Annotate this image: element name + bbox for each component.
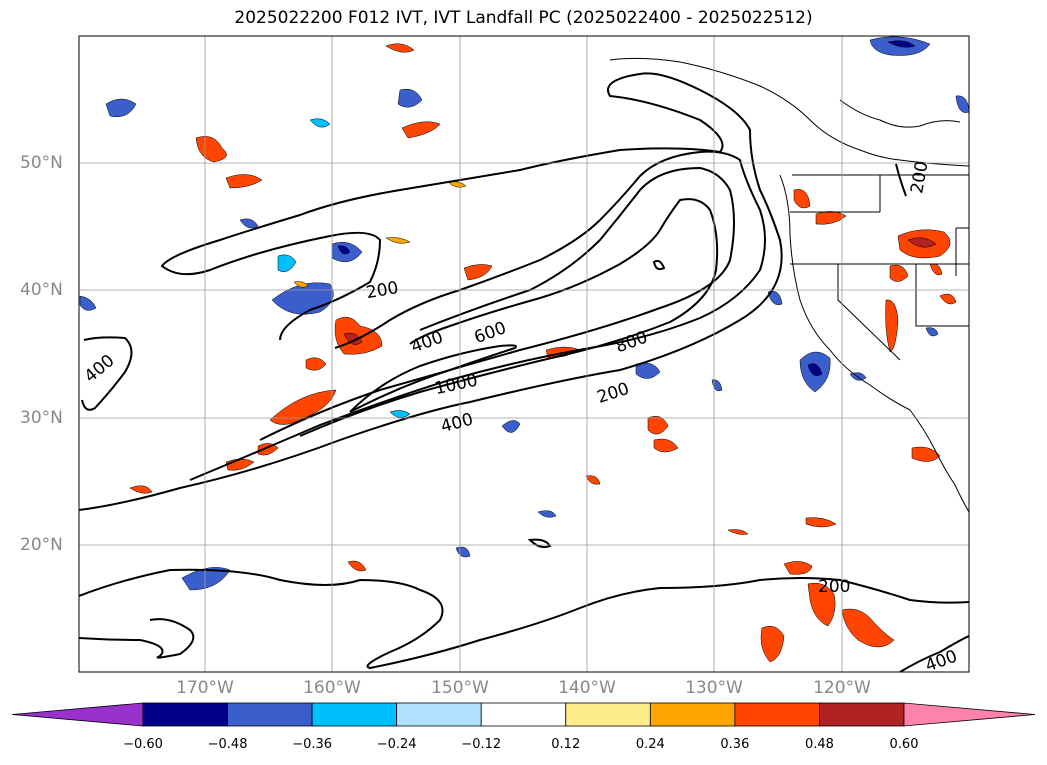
contour-label: 800 — [613, 327, 650, 357]
lon-label-140w: 140°W — [558, 678, 616, 698]
colorbar-bin — [734, 702, 820, 727]
colorbar-extend-low — [11, 702, 144, 727]
colorbar — [11, 702, 1036, 727]
colorbar-bin — [227, 702, 313, 727]
colorbar-bin — [480, 702, 567, 727]
colorbar-tick-label: 0.48 — [804, 737, 834, 752]
lon-label-130w: 130°W — [685, 678, 743, 698]
map-frame — [78, 35, 970, 673]
contour-label: 400 — [81, 351, 119, 387]
colorbar-tick-label: −0.60 — [123, 737, 163, 752]
lat-label-30n: 30°N — [20, 408, 63, 428]
contour-misc-1 — [652, 259, 666, 271]
colorbar-bin — [142, 702, 228, 727]
lat-label-20n: 20°N — [20, 535, 63, 555]
contour-label: 200 — [907, 160, 932, 195]
negative-patches — [79, 36, 969, 591]
lat-label-50n: 50°N — [20, 153, 63, 173]
contour-1000 — [349, 344, 517, 413]
colorbar-tick-label: 0.24 — [635, 737, 665, 752]
colorbar-tick-label: 0.12 — [551, 737, 581, 752]
colorbar-tick-label: −0.12 — [461, 737, 502, 752]
contour-200-north — [79, 72, 783, 511]
colorbar-tick-label: −0.36 — [292, 737, 333, 752]
coastlines — [609, 57, 969, 513]
shaded-patches — [79, 36, 969, 663]
contour-200-east — [895, 163, 907, 197]
contour-labels: 200 400 600 800 1000 200 400 200 400 200… — [81, 160, 960, 677]
lon-label-160w: 160°W — [303, 678, 361, 698]
ivt-contours — [79, 72, 969, 672]
lon-label-150w: 150°W — [431, 678, 489, 698]
lon-label-170w: 170°W — [176, 678, 234, 698]
map-title: 2025022200 F012 IVT, IVT Landfall PC (20… — [234, 8, 813, 28]
colorbar-tick-label: 0.36 — [720, 737, 750, 752]
contour-200-tail — [79, 618, 195, 659]
colorbar-bin — [311, 702, 398, 727]
contour-misc-2 — [527, 538, 552, 549]
contour-label: 400 — [439, 409, 476, 437]
colorbar-tick-label: −0.48 — [207, 737, 248, 752]
contour-400 — [189, 150, 766, 481]
colorbar-bin — [565, 702, 651, 727]
colorbar-tick-label: 0.60 — [889, 737, 919, 752]
contour-label: 200 — [595, 379, 632, 408]
positive-patches — [129, 43, 957, 663]
colorbar-tick-label: −0.24 — [376, 737, 417, 752]
graticule — [79, 36, 969, 672]
contour-800 — [299, 198, 719, 437]
lon-label-120w: 120°W — [813, 678, 871, 698]
contour-label: 200 — [365, 278, 400, 303]
contour-label: 600 — [472, 318, 509, 348]
contour-200-south — [79, 568, 969, 670]
contour-label: 400 — [409, 327, 446, 357]
contour-label: 1000 — [433, 371, 479, 400]
colorbar-extend-high — [903, 702, 1036, 727]
colorbar-bin — [649, 702, 736, 727]
contour-400-west — [81, 336, 133, 411]
contour-400-southeast — [899, 635, 969, 672]
colorbar-bin — [819, 702, 905, 727]
lat-label-40n: 40°N — [20, 280, 63, 300]
colorbar-bin — [396, 702, 482, 727]
contour-label: 200 — [818, 577, 850, 597]
